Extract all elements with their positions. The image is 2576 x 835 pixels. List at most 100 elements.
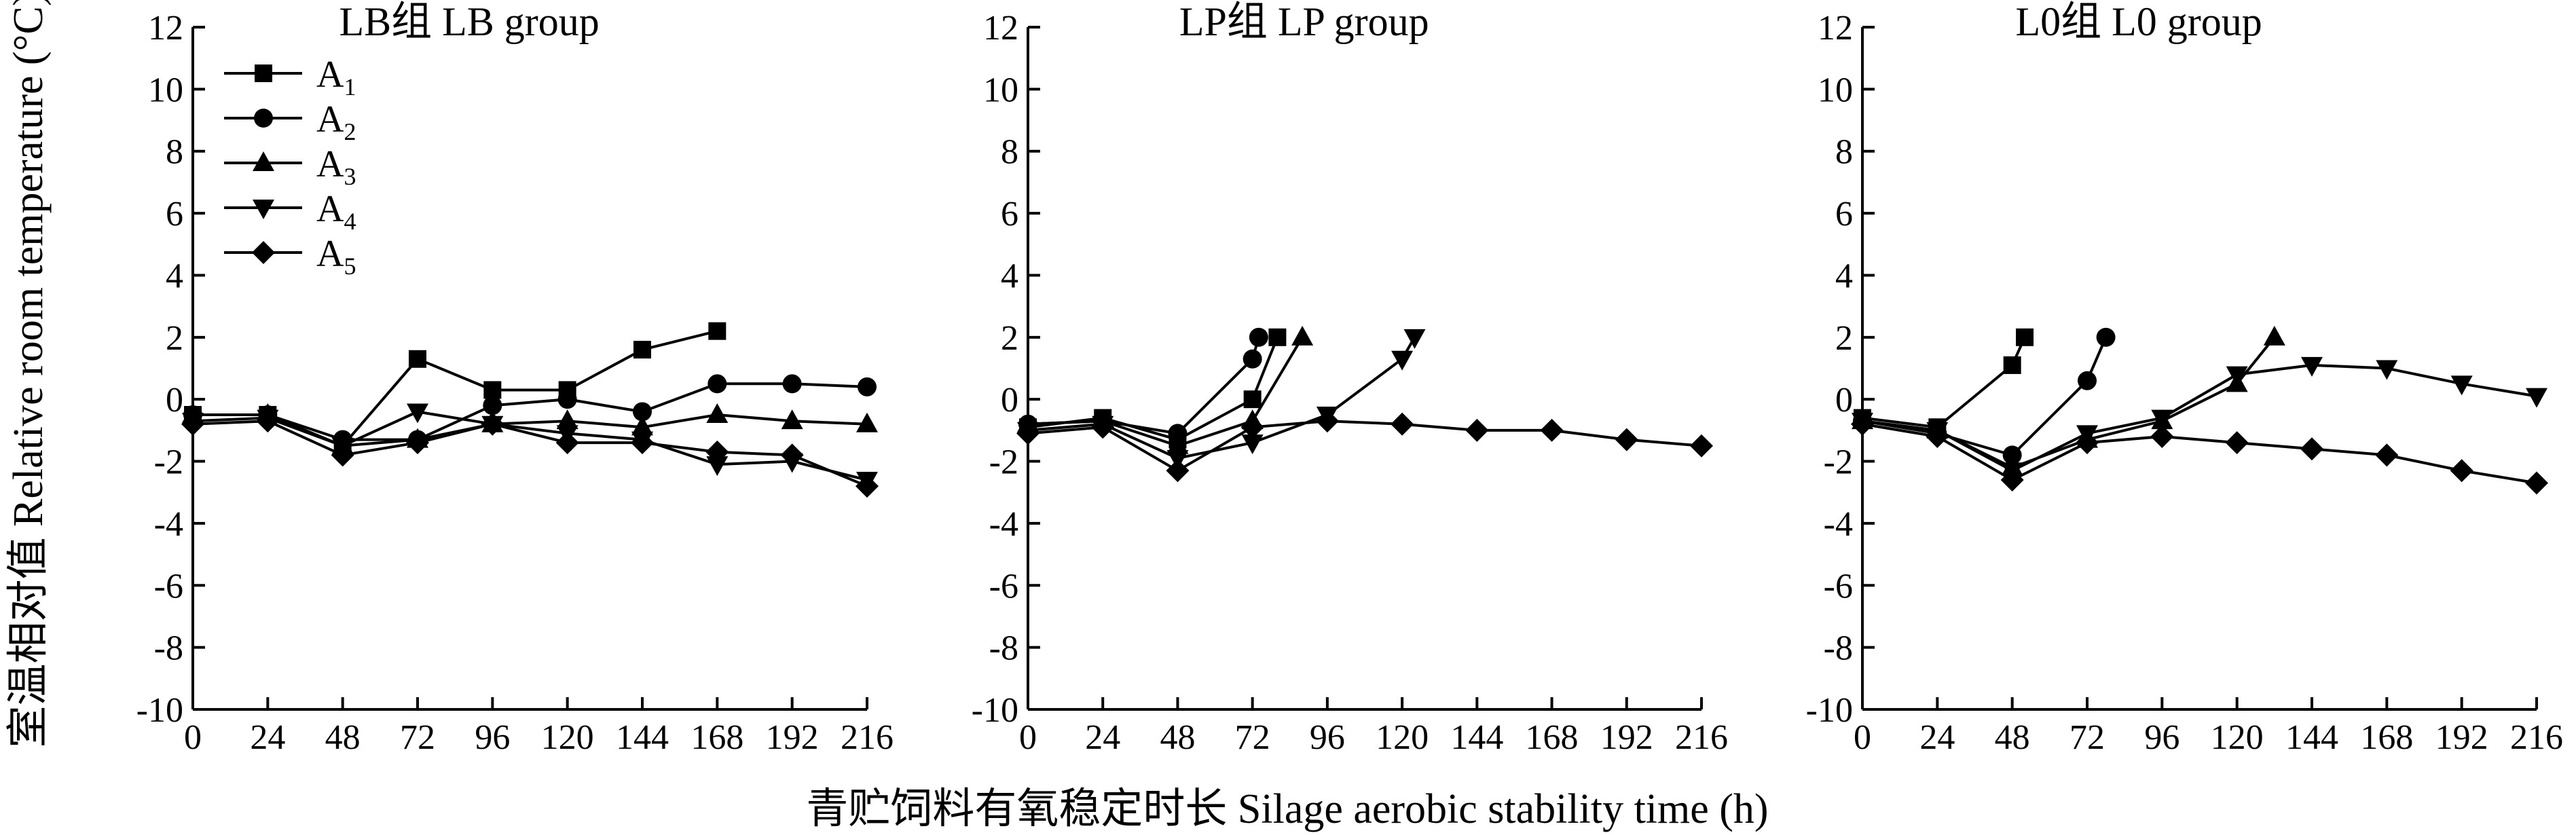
legend-label: A4 xyxy=(316,188,356,235)
panel-title: LB组 LB group xyxy=(339,0,599,44)
legend-marker xyxy=(253,200,274,219)
data-point xyxy=(2226,366,2248,386)
legend-item: A3 xyxy=(224,143,356,190)
x-tick-label: 192 xyxy=(2435,718,2488,757)
y-tick-label: 4 xyxy=(166,257,183,295)
y-tick-label: -10 xyxy=(1806,691,1853,730)
x-tick-label: 168 xyxy=(1526,718,1579,757)
data-point xyxy=(2375,443,2399,467)
y-tick-label: 8 xyxy=(166,133,183,172)
legend-label: A2 xyxy=(316,98,356,145)
series-line xyxy=(1862,336,2276,469)
data-point xyxy=(2076,431,2099,455)
data-point xyxy=(481,412,504,436)
series-A1 xyxy=(1854,328,2034,437)
data-point xyxy=(1091,415,1115,439)
y-tick-label: 4 xyxy=(1001,257,1018,295)
data-point xyxy=(1315,409,1339,433)
series-line xyxy=(1862,336,2026,429)
x-tick-label: 120 xyxy=(1376,718,1429,757)
data-point xyxy=(1540,418,1564,442)
x-tick-label: 144 xyxy=(2285,718,2338,757)
x-tick-label: 168 xyxy=(2360,718,2413,757)
series-A2 xyxy=(1018,327,1268,443)
data-point xyxy=(2376,360,2398,380)
data-point xyxy=(2301,356,2323,377)
series-line xyxy=(192,420,868,487)
data-point xyxy=(483,381,502,399)
legend-subscript: 2 xyxy=(344,118,356,145)
legend-marker xyxy=(255,64,272,82)
data-point xyxy=(1166,434,1189,454)
series-A4 xyxy=(1852,356,2547,483)
data-point xyxy=(707,374,727,394)
data-point xyxy=(2525,471,2548,495)
series-A5 xyxy=(1016,409,1713,483)
data-point xyxy=(2016,328,2034,346)
data-point xyxy=(2150,425,2174,448)
series-A5 xyxy=(1851,412,2548,495)
y-tick-label: -8 xyxy=(1824,629,1853,668)
x-tick-label: 216 xyxy=(841,718,894,757)
legend-label: A5 xyxy=(316,233,356,280)
data-point xyxy=(557,390,577,409)
data-point xyxy=(706,403,729,424)
legend-subscript: 3 xyxy=(344,163,356,190)
legend-item: A2 xyxy=(224,98,356,145)
y-tick-label: 2 xyxy=(1001,319,1018,358)
series-line xyxy=(1862,337,2108,457)
data-point xyxy=(1851,412,1874,436)
x-tick-label: 96 xyxy=(475,718,510,757)
data-point xyxy=(2300,437,2323,461)
x-tick-label: 216 xyxy=(2510,718,2563,757)
y-tick-label: -6 xyxy=(1824,567,1853,606)
data-point xyxy=(1243,390,1262,409)
x-tick-label: 144 xyxy=(616,718,669,757)
data-point xyxy=(1268,328,1287,346)
y-tick-label: 2 xyxy=(166,319,183,358)
x-tick-label: 24 xyxy=(1919,718,1955,757)
legend-label: A3 xyxy=(316,143,356,190)
y-tick-label: -10 xyxy=(972,691,1018,730)
series-line xyxy=(1862,422,2537,485)
y-tick-label: 6 xyxy=(166,195,183,234)
panel-title: L0组 L0 group xyxy=(2015,0,2262,44)
legend-item: A4 xyxy=(224,188,356,235)
series-A2 xyxy=(183,374,877,449)
x-axis-label: 青贮饲料有氧稳定时长 Silage aerobic stability time… xyxy=(806,786,1768,832)
data-point xyxy=(1241,434,1264,455)
data-point xyxy=(1291,325,1314,346)
data-point xyxy=(1391,412,1414,436)
y-tick-label: 6 xyxy=(1001,195,1018,234)
data-point xyxy=(409,350,426,368)
x-tick-label: 0 xyxy=(1019,718,1037,757)
x-tick-label: 216 xyxy=(1675,718,1728,757)
x-tick-label: 48 xyxy=(325,718,361,757)
data-point xyxy=(1391,350,1414,371)
series-A4 xyxy=(182,403,878,491)
y-tick-label: -4 xyxy=(1824,505,1853,544)
y-tick-label: 8 xyxy=(1001,133,1018,172)
y-tick-label: 12 xyxy=(1818,9,1853,48)
legend-label: A1 xyxy=(316,54,356,100)
x-tick-label: 72 xyxy=(2069,718,2105,757)
series-line xyxy=(193,413,868,447)
y-tick-label: -6 xyxy=(989,567,1018,606)
x-tick-label: 96 xyxy=(2144,718,2179,757)
data-point xyxy=(2450,459,2473,483)
data-point xyxy=(555,431,579,455)
legend-subscript: 4 xyxy=(344,208,356,235)
data-point xyxy=(856,412,878,432)
data-point xyxy=(1465,418,1489,442)
y-tick-label: -2 xyxy=(989,443,1018,482)
x-tick-label: 192 xyxy=(766,718,819,757)
legend-item: A1 xyxy=(224,54,356,100)
y-tick-label: 12 xyxy=(983,9,1018,48)
data-point xyxy=(633,341,651,359)
data-point xyxy=(1690,434,1713,458)
legend-subscript: 1 xyxy=(344,73,356,100)
y-tick-label: -4 xyxy=(154,505,183,544)
x-tick-label: 96 xyxy=(1310,718,1345,757)
